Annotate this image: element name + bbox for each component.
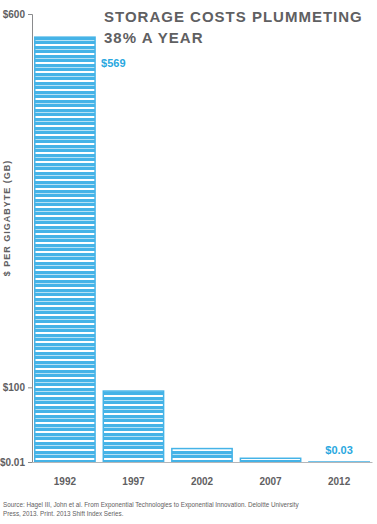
y-tick-mark	[28, 14, 32, 15]
bars	[35, 37, 370, 462]
x-tick-label: 1992	[54, 476, 77, 487]
bar	[309, 461, 369, 462]
y-axis-title: $ PER GIGABYTE (GB)	[2, 160, 12, 277]
bar	[172, 449, 232, 462]
x-tick: 2002	[191, 462, 214, 487]
x-tick-label: 2007	[259, 476, 282, 487]
x-tick: 1992	[54, 462, 77, 487]
x-tick-label: 1997	[122, 476, 145, 487]
title-group: STORAGE COSTS PLUMMETING 38% A YEAR	[104, 8, 363, 46]
x-tick: 1997	[122, 462, 145, 487]
source-text: Press, 2013. Print. 2013 Shift Index Ser…	[3, 510, 124, 517]
chart-svg: STORAGE COSTS PLUMMETING38% A YEAR$0.01$…	[0, 0, 377, 524]
y-tick: $100	[3, 382, 32, 393]
y-tick: $600	[3, 9, 32, 20]
y-axis-line	[28, 15, 33, 463]
title: 38% A YEAR	[104, 29, 203, 46]
x-tick: 2012	[328, 462, 351, 487]
data-labels: $569 $0.03	[101, 57, 353, 456]
y-axis: $0.01 $100 $600	[0, 9, 33, 468]
bar	[103, 391, 163, 462]
y-tick-label: $600	[3, 9, 26, 20]
x-tick-label: 2002	[191, 476, 214, 487]
bar	[240, 458, 300, 462]
x-tick: 2007	[259, 462, 282, 487]
y-tick-label: $100	[3, 382, 26, 393]
data-label: $569	[101, 57, 125, 69]
y-tick-label: $0.01	[0, 457, 25, 468]
source-text: Source: Hagel III, John et al. From Expo…	[3, 501, 300, 509]
y-tick: $0.01	[0, 457, 32, 468]
y-tick-mark	[28, 387, 32, 388]
x-axis: 1992 1997 2002 2007 2012	[33, 462, 373, 487]
bar	[35, 37, 95, 462]
title: STORAGE COSTS PLUMMETING	[104, 8, 363, 25]
source: Source: Hagel III, John et al. From Expo…	[3, 501, 300, 517]
data-label: $0.03	[325, 444, 353, 456]
y-tick-mark	[28, 462, 32, 463]
chart-container: STORAGE COSTS PLUMMETING38% A YEAR$0.01$…	[0, 0, 377, 524]
x-axis-line	[33, 462, 373, 463]
x-tick-label: 2012	[328, 476, 351, 487]
